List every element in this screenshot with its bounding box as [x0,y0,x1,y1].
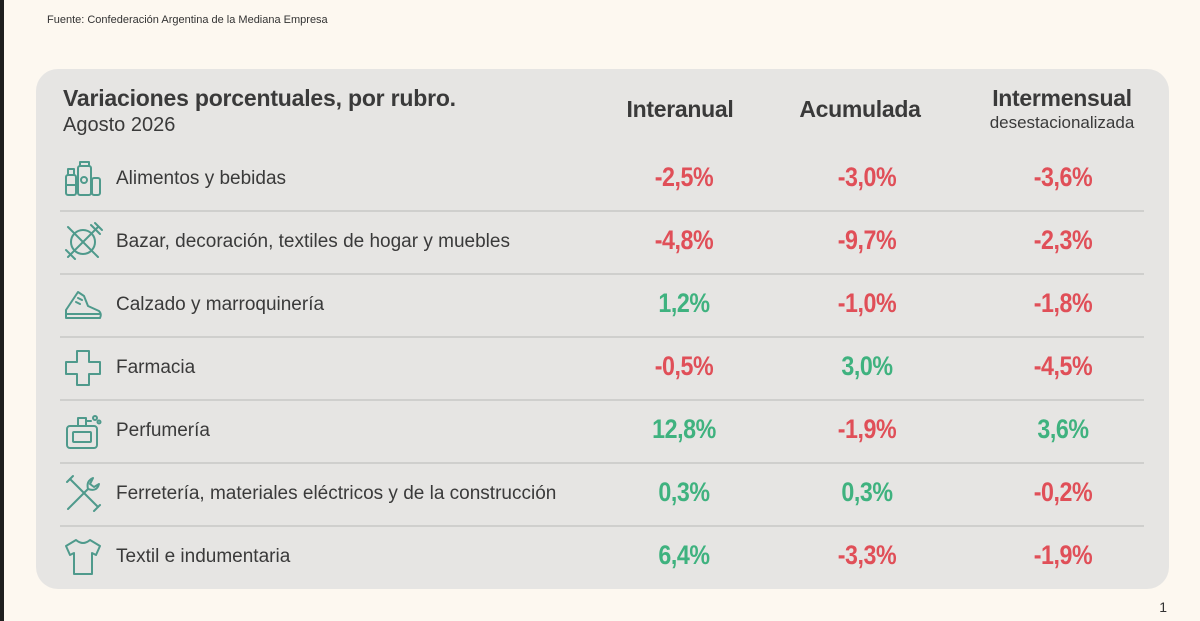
row-label: Farmacia [116,357,196,378]
row-label: Alimentos y bebidas [116,168,287,189]
value-interanual: -4,8% [654,225,714,255]
table-row: Farmacia -0,5% 3,0% -4,5% [60,338,1144,401]
table-row: Calzado y marroquinería 1,2% -1,0% -1,8% [60,275,1144,338]
shoe-icon [62,284,104,326]
table-row: Ferretería, materiales eléctricos y de l… [60,464,1144,527]
value-interanual: 6,4% [658,540,710,570]
table-row: Textil e indumentaria 6,4% -3,3% -1,9% [60,527,1144,588]
value-acumulada: 3,0% [841,351,893,381]
tshirt-icon [62,536,104,578]
table-subtitle: Agosto 2026 [63,114,176,136]
value-intermensual: 3,6% [1037,414,1089,444]
value-intermensual: -3,6% [1033,162,1093,192]
column-header-interanual: Interanual [626,96,734,122]
table-rows: Alimentos y bebidas -2,5% -3,0% -3,6% Ba… [60,149,1144,588]
value-interanual: 12,8% [652,414,716,444]
table-row: Alimentos y bebidas -2,5% -3,0% -3,6% [60,149,1144,212]
pharmacy-cross-icon [62,347,104,389]
row-label: Calzado y marroquinería [116,294,325,315]
table-row: Perfumería 12,8% -1,9% 3,6% [60,401,1144,464]
value-intermensual: -2,3% [1033,225,1093,255]
value-acumulada: -1,9% [837,414,897,444]
page-left-edge [0,0,4,621]
tools-icon [62,473,104,515]
table-row: Bazar, decoración, textiles de hogar y m… [60,212,1144,275]
column-header-intermensual: Intermensual [992,85,1132,111]
value-acumulada: -1,0% [837,288,897,318]
value-intermensual: -1,9% [1033,540,1093,570]
bazar-utensils-icon [62,221,104,263]
column-header-acumulada: Acumulada [799,96,921,122]
value-acumulada: -9,7% [837,225,897,255]
row-label: Ferretería, materiales eléctricos y de l… [116,483,557,504]
row-label: Perfumería [116,420,210,441]
value-interanual: 0,3% [658,477,710,507]
food-drinks-icon [62,158,104,200]
value-acumulada: 0,3% [841,477,893,507]
variations-table-card: Variaciones porcentuales, por rubro. Ago… [36,69,1169,589]
source-note: Fuente: Confederación Argentina de la Me… [47,14,328,26]
value-interanual: 1,2% [658,288,710,318]
value-acumulada: -3,3% [837,540,897,570]
value-intermensual: -1,8% [1033,288,1093,318]
value-interanual: -0,5% [654,351,714,381]
column-subheader-desestacionalizada: desestacionalizada [989,113,1135,132]
value-acumulada: -3,0% [837,162,897,192]
row-label: Textil e indumentaria [116,546,291,567]
page-number: 1 [1159,599,1167,615]
value-interanual: -2,5% [654,162,714,192]
table-title: Variaciones porcentuales, por rubro. [63,85,456,111]
row-label: Bazar, decoración, textiles de hogar y m… [116,231,510,252]
value-intermensual: -0,2% [1033,477,1093,507]
value-intermensual: -4,5% [1033,351,1093,381]
perfume-icon [62,410,104,452]
